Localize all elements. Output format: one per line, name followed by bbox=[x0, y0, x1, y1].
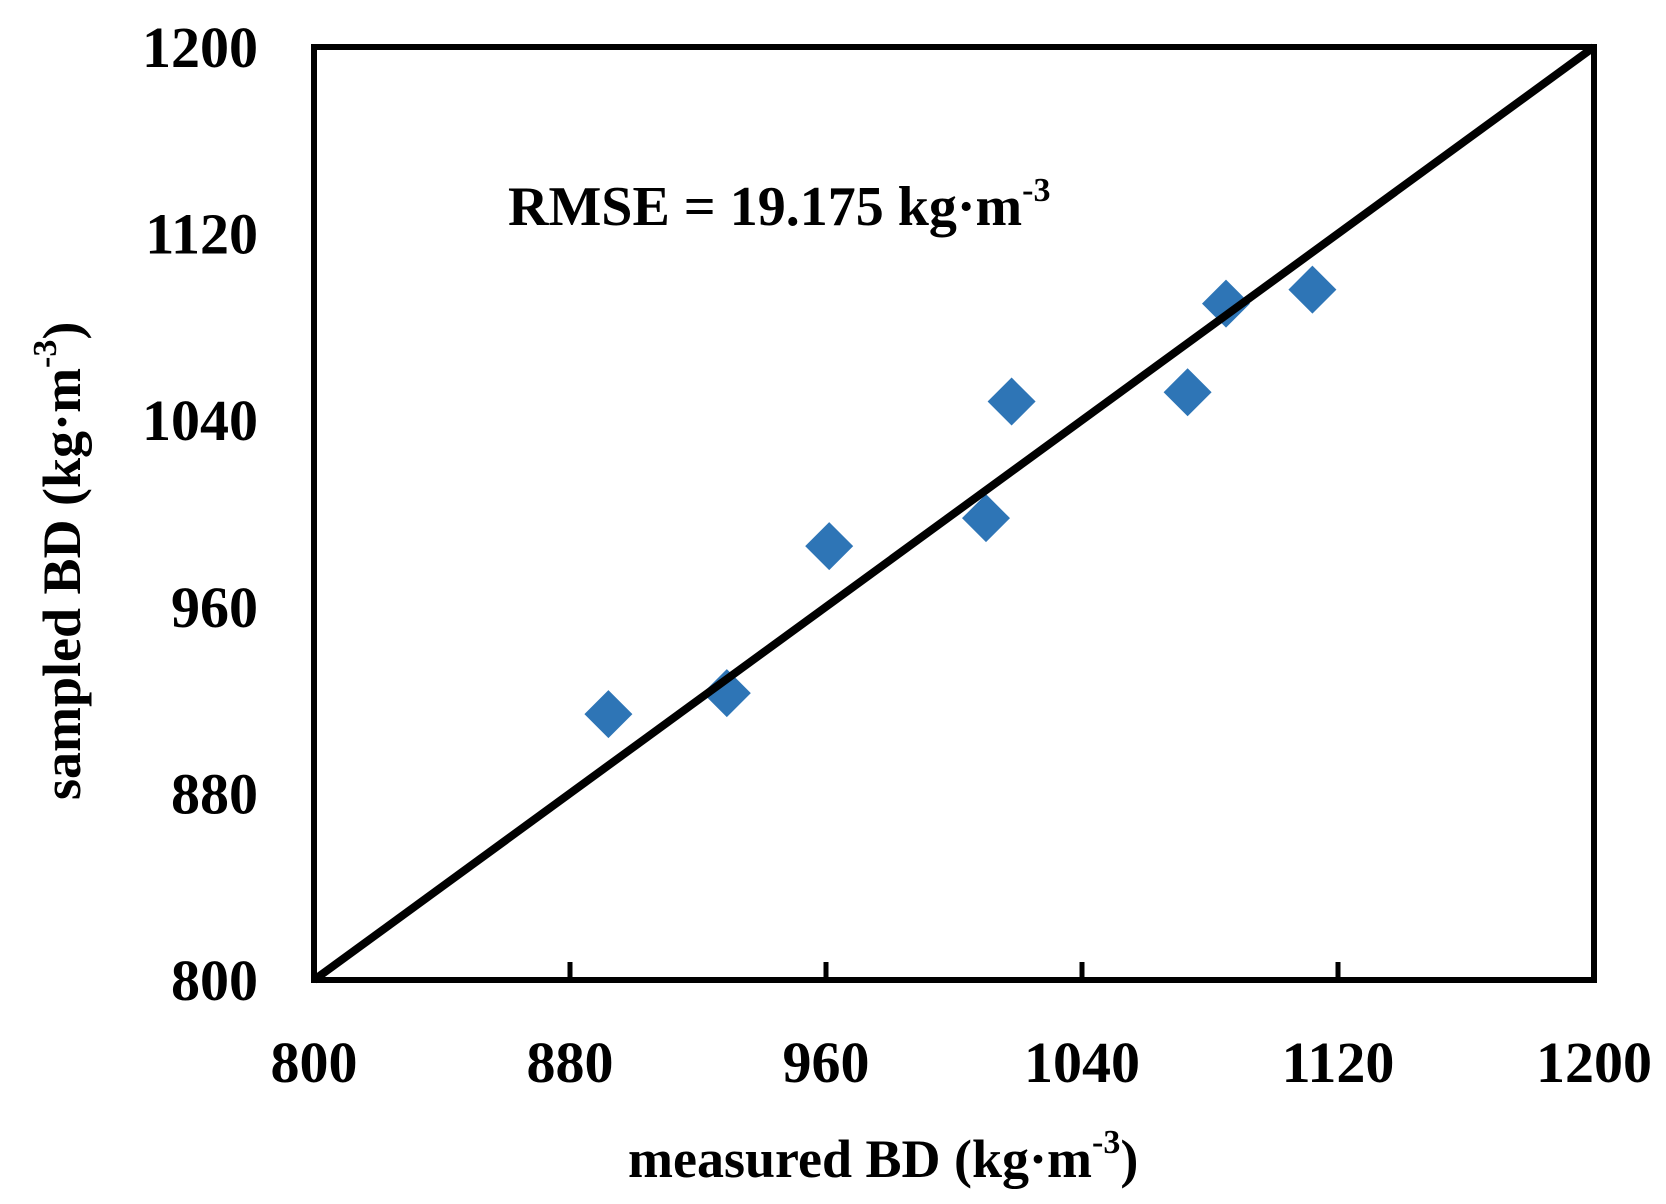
y-tick-label-960: 960 bbox=[171, 575, 258, 640]
data-point-2 bbox=[702, 669, 751, 718]
x-axis-title-superscript: -3 bbox=[1092, 1124, 1120, 1161]
x-tick-label-880: 880 bbox=[527, 1030, 614, 1095]
data-point-3 bbox=[805, 522, 854, 571]
x-axis-title: measured BD (kg·m-3) bbox=[628, 1124, 1138, 1189]
x-axis-title-suffix: ) bbox=[1120, 1129, 1138, 1189]
one-to-one-line bbox=[311, 43, 1597, 984]
x-tick-label-1040: 1040 bbox=[1024, 1030, 1140, 1095]
data-point-1 bbox=[584, 690, 633, 739]
y-axis-title-text: sampled BD (kg·m bbox=[32, 368, 92, 800]
x-tick-label-1120: 1120 bbox=[1282, 1030, 1395, 1095]
y-tick-label-1120: 1120 bbox=[145, 202, 258, 267]
data-point-5 bbox=[987, 377, 1036, 426]
data-point-8 bbox=[1288, 265, 1337, 314]
x-tick-label-1200: 1200 bbox=[1536, 1030, 1652, 1095]
y-axis-title: sampled BD (kg·m-3) bbox=[27, 322, 92, 800]
plot-area: 800 880 960 1040 1120 1200 800 880 960 1040 1120 12… bbox=[142, 15, 1652, 1095]
y-tick-label-800: 800 bbox=[171, 948, 258, 1013]
y-axis-title-suffix: ) bbox=[32, 322, 92, 340]
rmse-annotation-text: RMSE = 19.175 kg·m bbox=[508, 176, 1022, 238]
plot-frame bbox=[311, 44, 1597, 983]
data-point-6 bbox=[1163, 368, 1212, 417]
data-point-4 bbox=[962, 494, 1010, 543]
rmse-annotation: RMSE = 19.175 kg·m-3 bbox=[508, 172, 1051, 238]
x-tick-label-800: 800 bbox=[271, 1030, 358, 1095]
x-tick-label-960: 960 bbox=[783, 1030, 870, 1095]
y-tick-label-1040: 1040 bbox=[142, 388, 258, 453]
y-tick-label-1200: 1200 bbox=[142, 15, 258, 80]
data-point-7 bbox=[1202, 279, 1250, 328]
x-axis-title-text: measured BD (kg·m bbox=[628, 1129, 1092, 1189]
y-axis-title-superscript: -3 bbox=[27, 340, 64, 368]
y-tick-label-880: 880 bbox=[171, 761, 258, 826]
rmse-annotation-superscript: -3 bbox=[1022, 172, 1050, 209]
